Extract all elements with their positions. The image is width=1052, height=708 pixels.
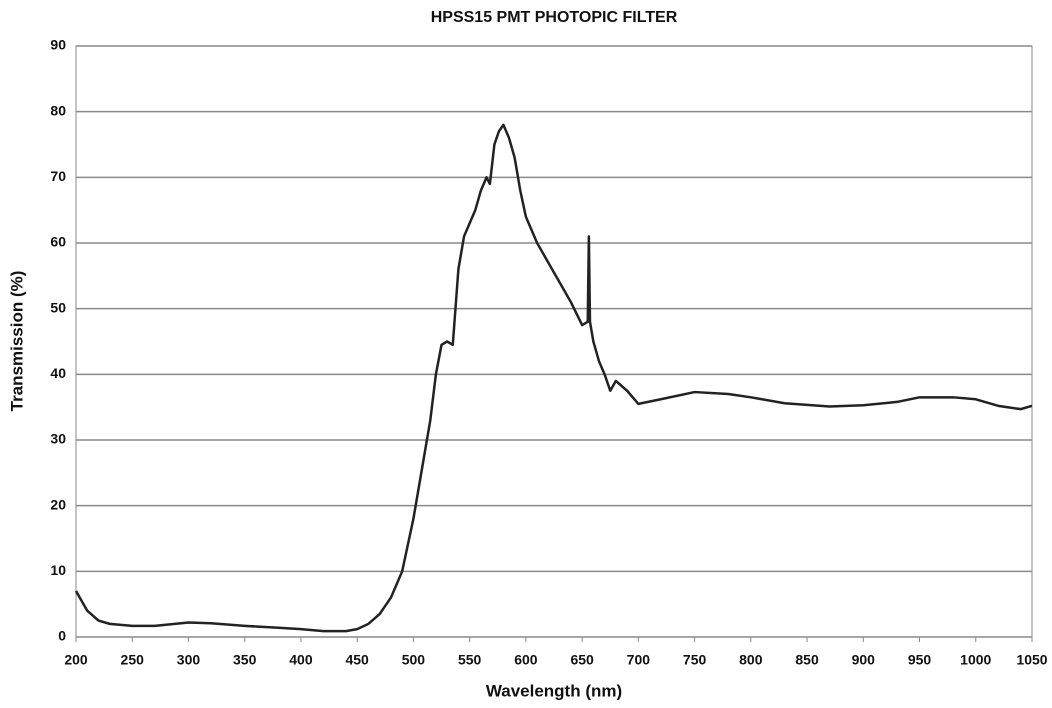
x-tick-label: 650: [570, 652, 594, 668]
chart-title: HPSS15 PMT PHOTOPIC FILTER: [431, 9, 678, 26]
x-tick-label: 450: [345, 652, 369, 668]
x-tick-label: 500: [402, 652, 426, 668]
x-tick-label: 800: [739, 652, 763, 668]
x-tick-label: 1050: [1016, 652, 1047, 668]
y-tick-label: 90: [50, 37, 66, 53]
x-axis-label: Wavelength (nm): [486, 681, 622, 700]
y-tick-label: 40: [50, 365, 66, 381]
y-tick-label: 20: [50, 496, 66, 512]
x-tick-label: 700: [627, 652, 651, 668]
y-tick-label: 0: [58, 628, 66, 644]
x-tick-label: 350: [233, 652, 257, 668]
x-tick-label: 550: [458, 652, 482, 668]
x-tick-label: 1000: [960, 652, 991, 668]
y-tick-label: 10: [50, 562, 66, 578]
plot-area: [75, 45, 1033, 638]
x-tick-label: 750: [683, 652, 707, 668]
y-tick-label: 30: [50, 431, 66, 447]
x-tick-label: 850: [795, 652, 819, 668]
x-tick-label: 600: [514, 652, 538, 668]
y-tick-label: 60: [50, 234, 66, 250]
x-tick-label: 200: [64, 652, 88, 668]
x-tick-label: 900: [852, 652, 876, 668]
x-tick-label: 400: [289, 652, 313, 668]
x-tick-label: 250: [121, 652, 145, 668]
y-tick-label: 70: [50, 168, 66, 184]
x-tick-label: 300: [177, 652, 201, 668]
y-tick-label: 80: [50, 102, 66, 118]
y-tick-label: 50: [50, 299, 66, 315]
y-axis-label: Transmission (%): [7, 271, 26, 412]
x-tick-label: 950: [908, 652, 932, 668]
data-line: [74, 123, 1033, 633]
